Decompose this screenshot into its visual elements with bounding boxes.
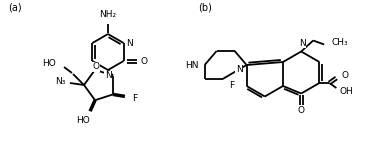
Text: HO: HO [42,60,56,68]
Text: N: N [236,65,243,73]
Text: O: O [341,70,349,79]
Text: O: O [141,57,147,65]
Text: HN: HN [185,60,198,70]
Text: (a): (a) [8,2,22,12]
Text: F: F [229,81,235,90]
Text: N: N [105,71,112,80]
Text: (b): (b) [198,2,212,12]
Text: N: N [127,38,133,48]
Text: OH: OH [339,87,353,95]
Text: O: O [298,106,305,115]
Text: O: O [93,62,99,71]
Text: CH₃: CH₃ [331,38,348,47]
Text: NH₂: NH₂ [99,10,116,19]
Text: N₃: N₃ [55,78,65,87]
Text: N: N [299,38,305,48]
Text: HO: HO [76,116,90,125]
Text: F: F [132,94,137,103]
